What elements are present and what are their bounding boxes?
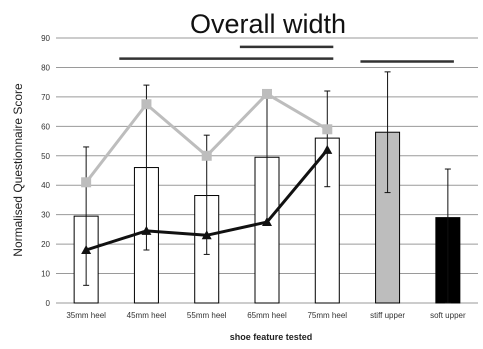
y-tick-label-80: 80 — [41, 63, 50, 72]
x-tick-label-65mm-heel: 65mm heel — [247, 311, 287, 320]
series-1-point-1 — [141, 225, 152, 235]
series-lines — [81, 88, 333, 254]
y-tick-label-20: 20 — [41, 240, 50, 249]
y-axis-ticks: 0 10 20 30 40 50 60 70 80 90 — [41, 34, 50, 308]
series-0-point-1 — [141, 99, 152, 110]
y-axis-label: Normalised Questionnaire Score — [11, 83, 25, 257]
y-tick-label-0: 0 — [46, 299, 51, 308]
significance-bars — [119, 45, 454, 63]
x-tick-label-stiff-upper: stiff upper — [370, 311, 405, 320]
y-tick-label-60: 60 — [41, 122, 50, 131]
series-1-point-4 — [322, 144, 333, 154]
series-0-point-3 — [262, 88, 272, 99]
chart-title: Overall width — [190, 9, 346, 39]
series-0-point-0 — [81, 177, 92, 188]
series-1-point-0 — [81, 245, 92, 254]
series-0-point-4 — [322, 124, 333, 135]
x-tick-label-soft-upper: soft upper — [430, 311, 466, 320]
y-tick-label-50: 50 — [41, 152, 50, 161]
y-tick-label-70: 70 — [41, 93, 50, 102]
x-tick-label-75mm-heel: 75mm heel — [307, 311, 347, 320]
series-0-point-2 — [201, 150, 212, 161]
y-tick-label-10: 10 — [41, 270, 50, 279]
x-tick-label-35mm-heel: 35mm heel — [66, 311, 106, 320]
x-tick-label-55mm-heel: 55mm heel — [187, 311, 227, 320]
category-labels: 35mm heel 45mm heel 55mm heel 65mm heel 75mm… — [66, 311, 466, 320]
x-tick-label-45mm-heel: 45mm heel — [127, 311, 167, 320]
series-1-point-3 — [262, 217, 272, 227]
y-tick-label-90: 90 — [41, 34, 50, 43]
y-tick-label-40: 40 — [41, 181, 50, 190]
x-axis-label: shoe feature tested — [230, 332, 313, 342]
series-1-point-2 — [201, 230, 212, 240]
y-tick-label-30: 30 — [41, 211, 50, 220]
